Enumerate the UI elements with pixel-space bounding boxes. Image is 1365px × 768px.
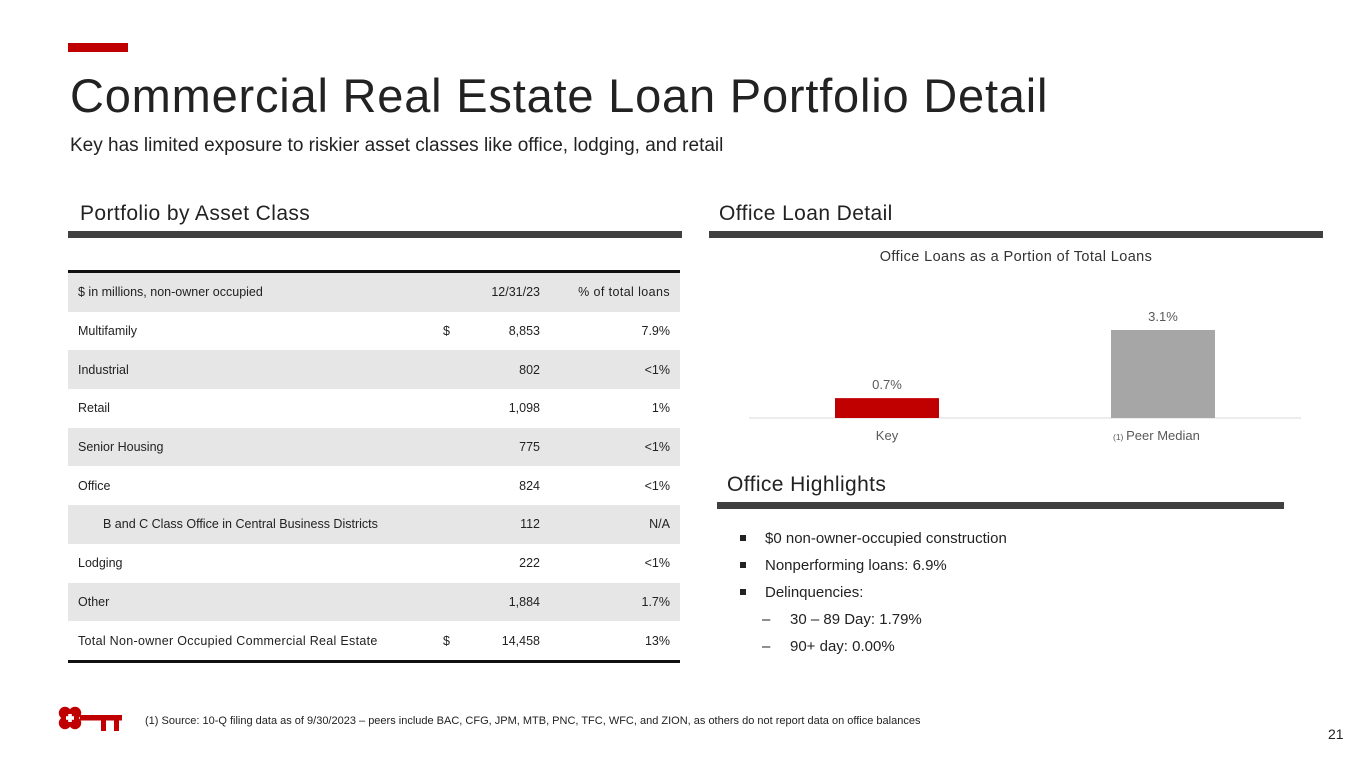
- row-dollar: [410, 544, 450, 583]
- table-row: Office 824 <1%: [68, 466, 680, 505]
- office-detail-section-title: Office Loan Detail: [719, 202, 893, 225]
- row-pct: 7.9%: [641, 324, 671, 339]
- row-value: 1,098: [508, 401, 540, 416]
- portfolio-section-bar: [68, 231, 682, 238]
- row-value: 775: [450, 427, 550, 467]
- row-dollar: [410, 389, 450, 428]
- row-value: 824: [519, 478, 540, 493]
- bullet-text: $0 non-owner-occupied construction: [765, 530, 1007, 547]
- portfolio-table: $ in millions, non-owner occupied 12/31/…: [68, 270, 680, 663]
- row-label: Other: [68, 582, 410, 622]
- data-label: 3.1%: [1148, 309, 1178, 324]
- row-label: Office: [78, 478, 111, 493]
- sub-bullet-dash: –: [762, 611, 771, 628]
- row-value: 112: [450, 505, 550, 544]
- bar-key: [835, 398, 939, 418]
- page-number: 21: [1328, 726, 1344, 742]
- office-detail-section-bar: [709, 231, 1323, 238]
- page-title: Commercial Real Estate Loan Portfolio De…: [70, 69, 1049, 122]
- row-pct: N/A: [550, 505, 680, 544]
- bullet-text: Delinquencies:: [765, 584, 864, 601]
- table-header-label: $ in millions, non-owner occupied: [68, 271, 410, 312]
- footnote: (1) Source: 10-Q filing data as of 9/30/…: [145, 715, 921, 727]
- table-total-row: Total Non-owner Occupied Commercial Real…: [68, 621, 680, 661]
- total-value: 14,458: [501, 633, 540, 648]
- category-label: Peer Median: [1126, 428, 1200, 443]
- table-row: Industrial 802 <1%: [68, 350, 680, 390]
- table-row: Other 1,884 1.7%: [68, 582, 680, 622]
- total-pct: 13%: [644, 633, 670, 648]
- sub-bullet-dash: –: [762, 638, 771, 655]
- bar-peer-median: [1111, 330, 1215, 418]
- row-dollar: [410, 350, 450, 390]
- table-header-pct: % of total loans: [550, 271, 680, 312]
- table-header-spacer: [410, 271, 450, 312]
- chart-title: Office Loans as a Portion of Total Loans: [879, 249, 1153, 265]
- row-dollar: [410, 427, 450, 467]
- row-label: Senior Housing: [68, 427, 410, 467]
- row-dollar: [410, 466, 450, 505]
- row-pct: <1%: [644, 556, 670, 571]
- sub-bullet-text: 30 – 89 Day: 1.79%: [790, 611, 922, 628]
- bullet-text: Nonperforming loans: 6.9%: [765, 557, 947, 574]
- sub-bullet-text: 90+ day: 0.00%: [790, 638, 895, 655]
- portfolio-section-title: Portfolio by Asset Class: [80, 202, 311, 225]
- row-label: Lodging: [78, 556, 123, 571]
- row-label: Multifamily: [78, 324, 138, 339]
- bullet-square-icon: [740, 535, 746, 541]
- table-row: Multifamily $ 8,853 7.9%: [68, 312, 680, 351]
- table-header-date: 12/31/23: [450, 271, 550, 312]
- total-dollar: $: [443, 633, 450, 648]
- key-logo-icon: [58, 706, 122, 731]
- category-label: Key: [876, 428, 899, 443]
- row-value: 222: [519, 556, 540, 571]
- total-label: Total Non-owner Occupied Commercial Real…: [78, 633, 378, 648]
- table-row: Retail 1,098 1%: [68, 389, 680, 428]
- office-loans-bar-chart: (1) 0.7% Key 3.1% Peer Median: [749, 309, 1301, 443]
- table-row: B and C Class Office in Central Business…: [68, 505, 680, 544]
- row-value: 8,853: [508, 324, 540, 339]
- row-value: 1,884: [450, 582, 550, 622]
- table-header-row: $ in millions, non-owner occupied 12/31/…: [68, 271, 680, 312]
- row-dollar: $: [443, 324, 450, 339]
- table-row: Senior Housing 775 <1%: [68, 427, 680, 467]
- peer-footnote-marker: (1): [1113, 432, 1124, 442]
- highlights-section-title: Office Highlights: [727, 473, 887, 496]
- row-dollar: [410, 505, 450, 544]
- bullet-square-icon: [740, 589, 746, 595]
- row-value: 802: [450, 350, 550, 390]
- row-label: B and C Class Office in Central Business…: [68, 505, 410, 544]
- row-pct: <1%: [550, 427, 680, 467]
- row-dollar: [410, 582, 450, 622]
- row-label: Retail: [78, 401, 110, 416]
- row-pct: 1%: [651, 401, 670, 416]
- bullet-square-icon: [740, 562, 746, 568]
- row-pct: <1%: [644, 478, 670, 493]
- row-pct: <1%: [550, 350, 680, 390]
- highlights-section-bar: [717, 502, 1284, 509]
- row-pct: 1.7%: [550, 582, 680, 622]
- table-row: Lodging 222 <1%: [68, 544, 680, 583]
- title-accent-bar: [68, 43, 128, 52]
- row-label: Industrial: [68, 350, 410, 390]
- data-label: 0.7%: [872, 377, 902, 392]
- page-subtitle: Key has limited exposure to riskier asse…: [70, 135, 724, 156]
